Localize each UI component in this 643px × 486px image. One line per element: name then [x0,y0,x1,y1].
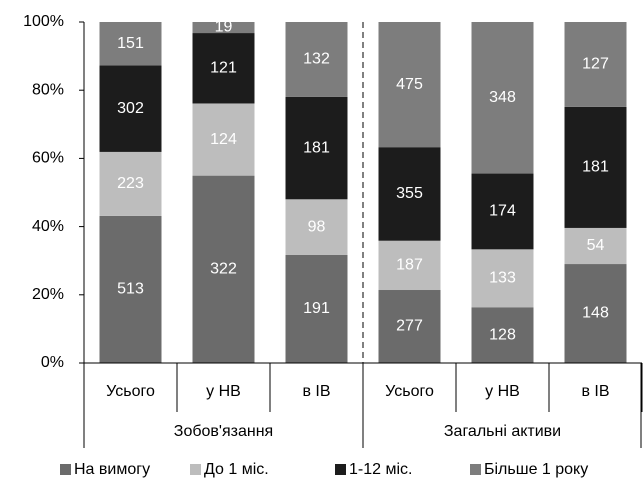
legend-swatch [60,464,71,475]
bar-segment [99,65,162,152]
bar-segment [564,264,627,363]
bar-segment [192,103,255,176]
data-label: 128 [489,326,516,343]
data-label: 322 [210,261,237,278]
bar-segment [285,96,348,200]
bar-segment [99,22,162,66]
bar-segment [564,227,627,265]
data-label: 181 [582,159,609,176]
bar-segment [192,33,255,104]
legend-label: До 1 міс. [204,461,269,478]
y-tick-label: 0% [41,354,64,371]
data-label: 191 [303,300,330,317]
data-label: 127 [582,56,609,73]
legend-label: Більше 1 року [484,461,588,478]
x-tick-label: в ІВ [302,383,330,400]
group-label: Зобов'язання [174,423,273,440]
data-label: 148 [582,305,609,322]
data-label: 132 [303,51,330,68]
bar-segment [471,249,534,308]
legend-label: 1-12 міс. [349,461,412,478]
bar-segment [192,175,255,363]
bar-segment [378,290,441,363]
x-tick-label: у НВ [485,383,520,400]
x-tick-label: Усього [106,383,155,400]
bar-segment [99,151,162,216]
legend-swatch [470,464,481,475]
data-label: 513 [117,281,144,298]
bar-segment [564,106,627,228]
data-label: 133 [489,270,516,287]
legend-swatch [335,464,346,475]
data-label: 181 [303,139,330,156]
bar-segment [99,215,162,363]
data-label: 151 [117,35,144,52]
y-tick-label: 60% [32,150,64,167]
data-label: 54 [587,237,605,254]
group-label: Загальні активи [444,423,561,440]
y-tick-label: 20% [32,286,64,303]
x-tick-label: у НВ [206,383,241,400]
data-label: 302 [117,100,144,117]
bar-segment [378,240,441,291]
bar-segment [285,22,348,97]
bar-segment [378,147,441,241]
bar-segment [471,307,534,363]
bar-segment [471,173,534,250]
data-label: 98 [308,218,326,235]
data-label: 187 [396,257,423,274]
data-label: 223 [117,175,144,192]
data-label: 19 [215,19,233,36]
bar-segment [564,22,627,107]
data-label: 121 [210,59,237,76]
bar-segment [285,254,348,363]
data-label: 355 [396,185,423,202]
data-label: 348 [489,89,516,106]
bar-segment [285,199,348,255]
data-label: 475 [396,76,423,93]
x-tick-label: Усього [385,383,434,400]
y-tick-label: 40% [32,218,64,235]
data-label: 124 [210,131,237,148]
bar-segment [471,22,534,174]
y-tick-label: 80% [32,81,64,98]
y-tick-label: 100% [23,13,64,30]
data-label: 174 [489,203,516,220]
x-tick-label: в ІВ [581,383,609,400]
bar-segment [192,22,255,34]
legend-label: На вимогу [74,461,150,478]
legend-swatch [190,464,201,475]
bar-segment [378,22,441,148]
data-label: 277 [396,318,423,335]
